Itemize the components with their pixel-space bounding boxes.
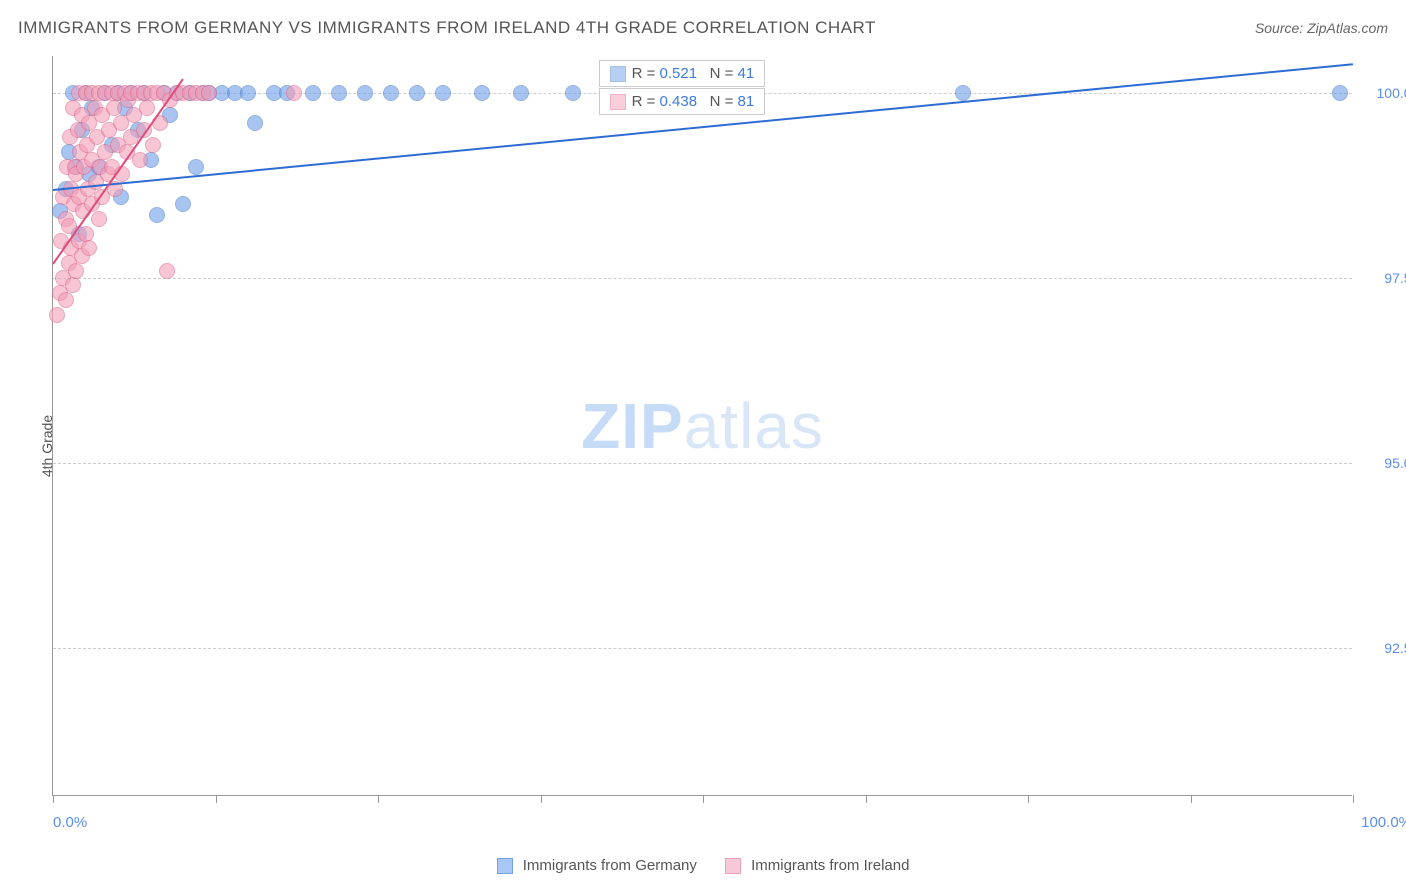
y-tick-label: 100.0%: [1377, 85, 1406, 101]
watermark-atlas: atlas: [684, 390, 824, 462]
y-tick-label: 97.5%: [1384, 270, 1406, 286]
data-point: [474, 85, 490, 101]
data-point: [955, 85, 971, 101]
gridline: [53, 463, 1352, 464]
watermark-zip: ZIP: [581, 390, 684, 462]
data-point: [565, 85, 581, 101]
data-point: [132, 152, 148, 168]
data-point: [78, 226, 94, 242]
x-tick-mark: [216, 795, 217, 803]
data-point: [435, 85, 451, 101]
data-point: [201, 85, 217, 101]
x-min-label: 0.0%: [53, 814, 87, 831]
x-tick-mark: [1353, 795, 1354, 803]
stats-swatch: [610, 94, 626, 110]
x-tick-mark: [1191, 795, 1192, 803]
x-tick-mark: [541, 795, 542, 803]
data-point: [383, 85, 399, 101]
stats-swatch: [610, 66, 626, 82]
data-point: [240, 85, 256, 101]
data-point: [159, 263, 175, 279]
stats-text: R = 0.521 N = 41: [632, 65, 755, 82]
legend-item-germany: Immigrants from Germany: [497, 857, 697, 874]
chart-header: IMMIGRANTS FROM GERMANY VS IMMIGRANTS FR…: [18, 18, 1388, 38]
data-point: [286, 85, 302, 101]
gridline: [53, 648, 1352, 649]
correlation-stats-box: R = 0.438 N = 81: [599, 88, 766, 115]
data-point: [149, 207, 165, 223]
data-point: [65, 277, 81, 293]
x-tick-mark: [703, 795, 704, 803]
scatter-chart: ZIPatlas 92.5%95.0%97.5%100.0%0.0%100.0%…: [52, 56, 1352, 796]
x-max-label: 100.0%: [1361, 814, 1406, 831]
chart-title: IMMIGRANTS FROM GERMANY VS IMMIGRANTS FR…: [18, 18, 876, 38]
y-tick-label: 95.0%: [1384, 455, 1406, 471]
data-point: [357, 85, 373, 101]
correlation-stats-box: R = 0.521 N = 41: [599, 60, 766, 87]
legend-swatch-ireland: [725, 858, 741, 874]
data-point: [68, 263, 84, 279]
legend-label-germany: Immigrants from Germany: [523, 857, 697, 874]
data-point: [49, 307, 65, 323]
data-point: [81, 240, 97, 256]
y-tick-label: 92.5%: [1384, 640, 1406, 656]
data-point: [409, 85, 425, 101]
data-point: [145, 137, 161, 153]
data-point: [175, 196, 191, 212]
data-point: [331, 85, 347, 101]
x-tick-mark: [1028, 795, 1029, 803]
gridline: [53, 278, 1352, 279]
data-point: [513, 85, 529, 101]
stats-text: R = 0.438 N = 81: [632, 93, 755, 110]
data-point: [139, 100, 155, 116]
data-point: [188, 159, 204, 175]
data-point: [247, 115, 263, 131]
data-point: [305, 85, 321, 101]
legend-item-ireland: Immigrants from Ireland: [725, 857, 910, 874]
x-tick-mark: [866, 795, 867, 803]
series-legend: Immigrants from Germany Immigrants from …: [0, 857, 1406, 874]
watermark: ZIPatlas: [581, 389, 824, 463]
source-prefix: Source:: [1255, 20, 1307, 36]
source-attribution: Source: ZipAtlas.com: [1255, 20, 1388, 36]
source-name: ZipAtlas.com: [1307, 20, 1388, 36]
legend-label-ireland: Immigrants from Ireland: [751, 857, 909, 874]
data-point: [91, 211, 107, 227]
x-tick-mark: [378, 795, 379, 803]
data-point: [1332, 85, 1348, 101]
x-tick-mark: [53, 795, 54, 803]
legend-swatch-germany: [497, 858, 513, 874]
data-point: [58, 292, 74, 308]
